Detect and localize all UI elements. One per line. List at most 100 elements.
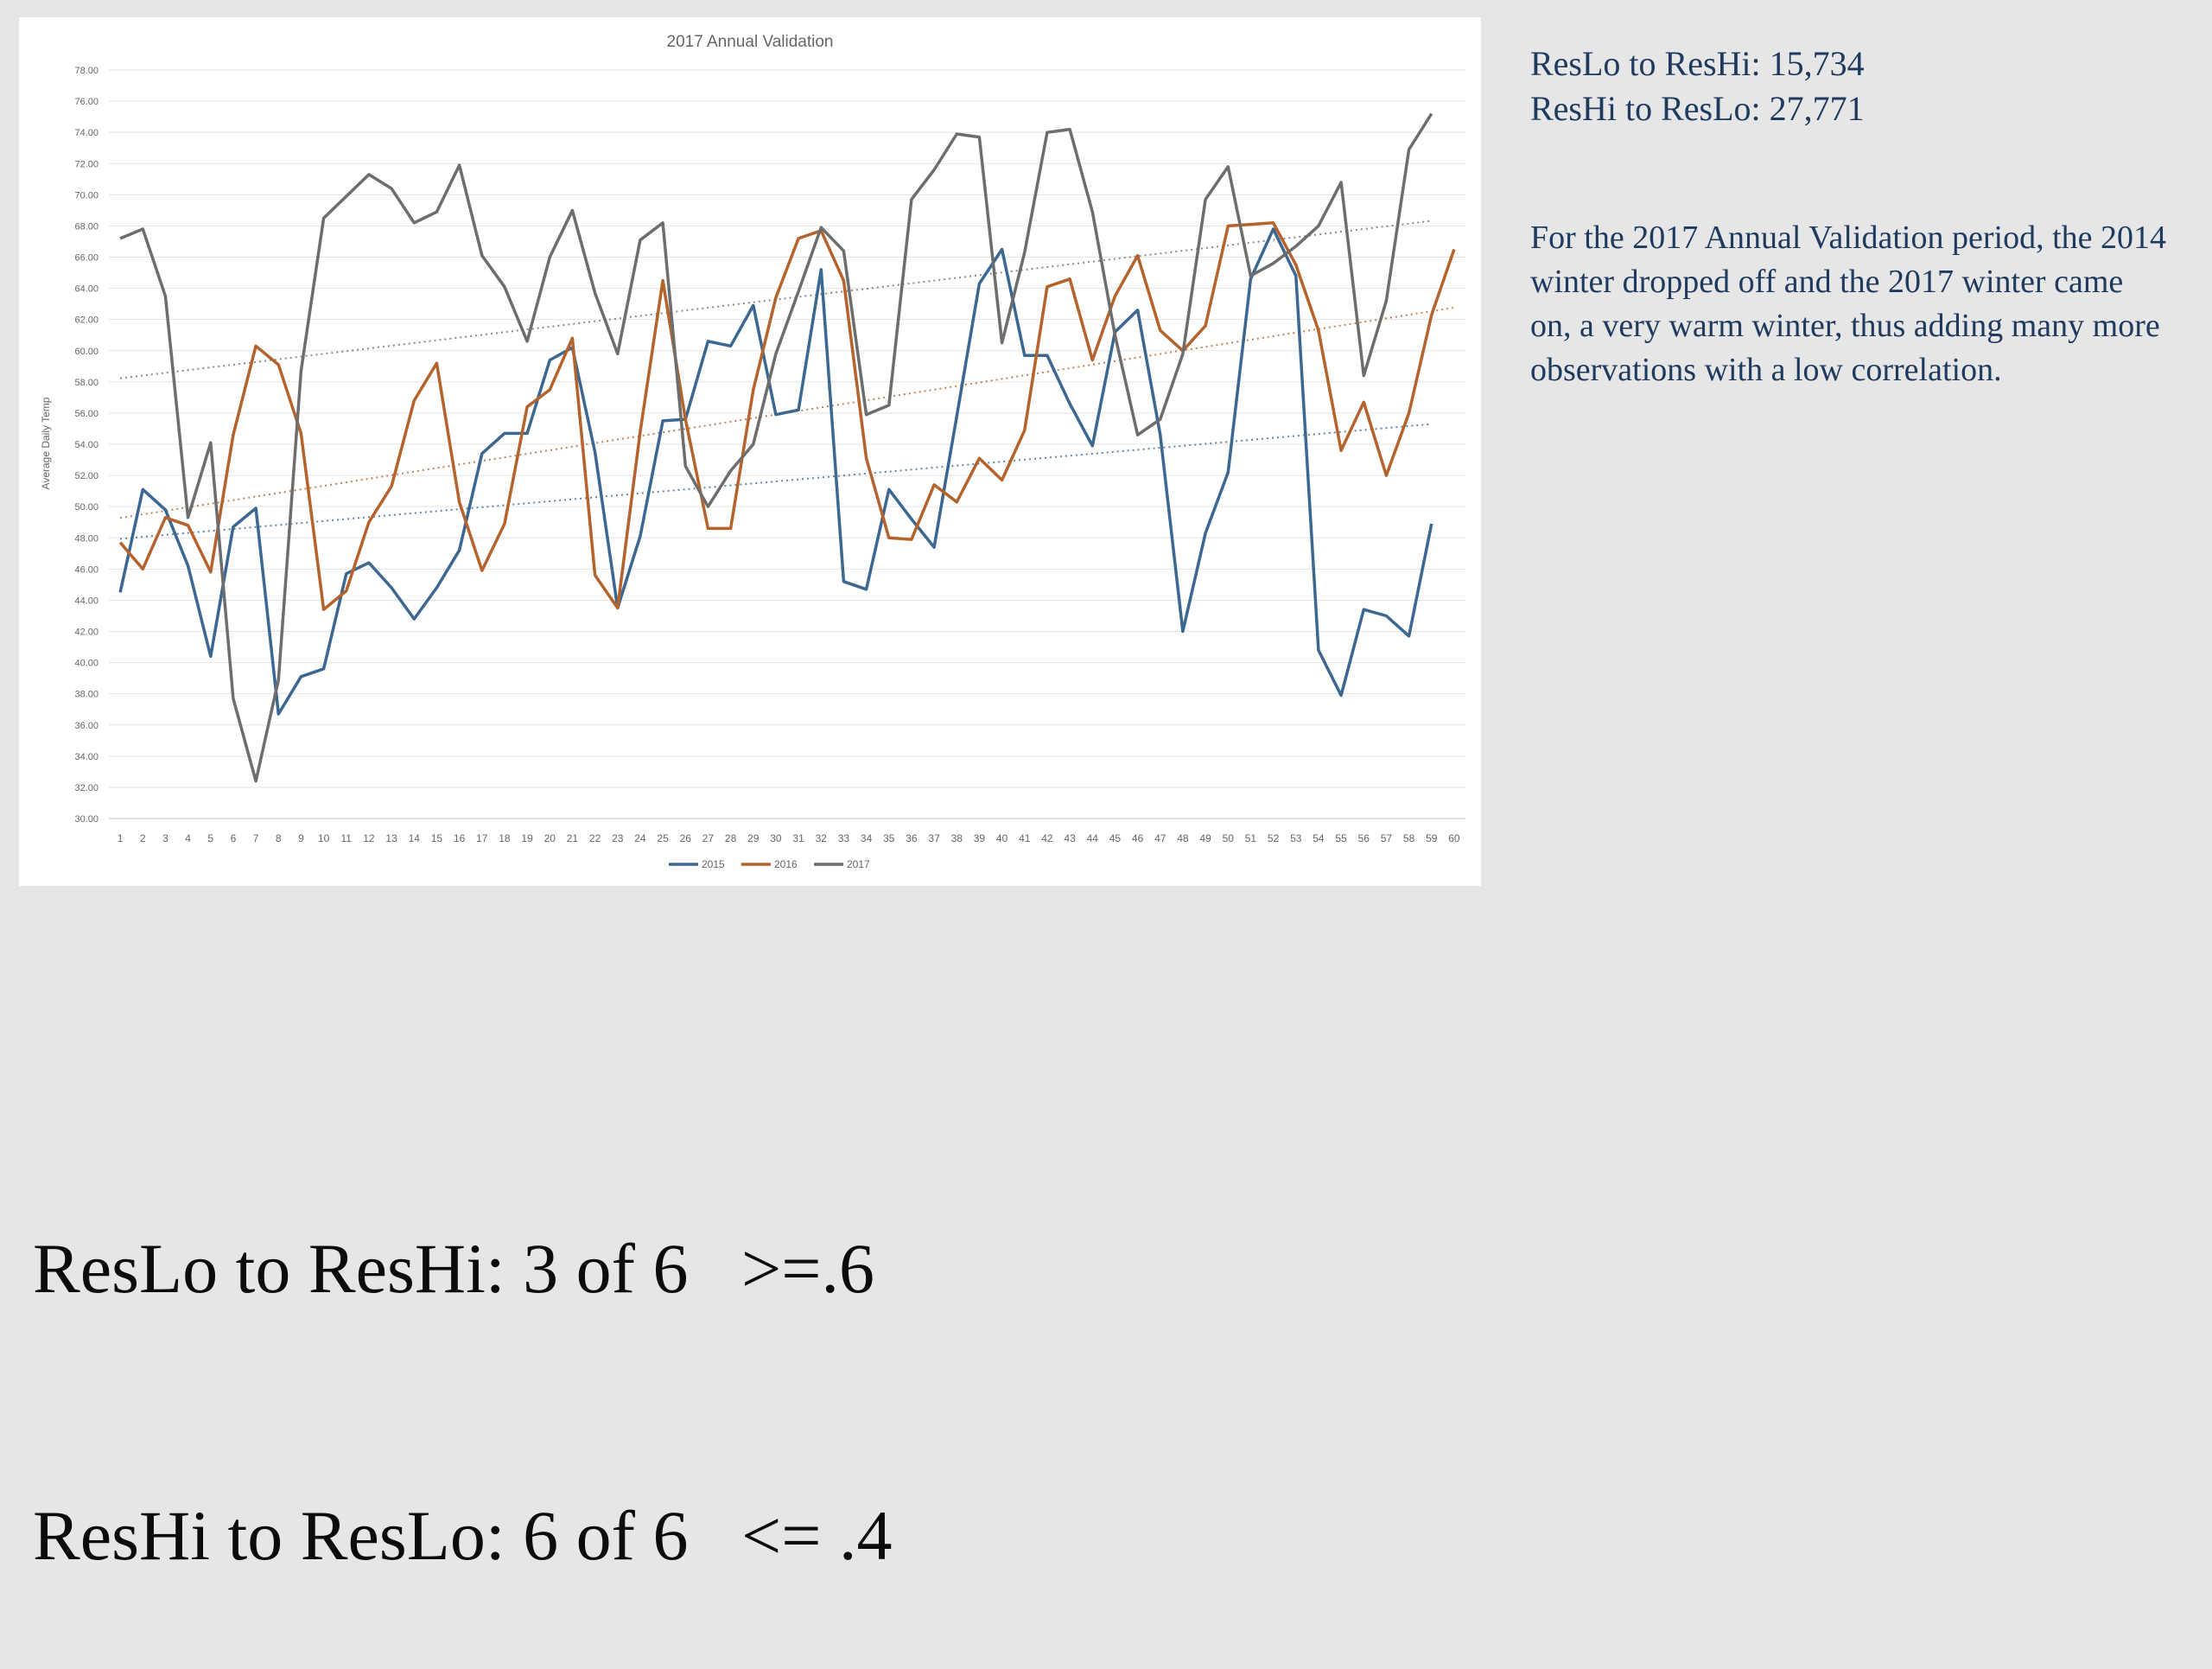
x-tick-label: 40	[996, 832, 1008, 844]
x-tick-label: 5	[207, 832, 213, 844]
x-tick-label: 12	[363, 832, 375, 844]
series-line-2017	[119, 112, 1433, 783]
summary-line-reslo-to-reshi: ResLo to ResHi: 3 of 6 >=.6	[33, 1229, 874, 1308]
y-tick-label: 40.00	[74, 659, 99, 669]
x-tick-label: 48	[1177, 832, 1189, 844]
x-tick-label: 47	[1154, 832, 1166, 844]
x-tick-label: 28	[725, 832, 737, 844]
x-tick-label: 31	[792, 832, 804, 844]
x-tick-label: 36	[906, 832, 918, 844]
x-tick-label: 1	[118, 832, 124, 844]
y-tick-label: 58.00	[74, 378, 99, 388]
x-tick-label: 51	[1245, 832, 1257, 844]
y-tick-label: 50.00	[74, 502, 99, 513]
x-tick-label: 14	[409, 832, 421, 844]
y-tick-label: 54.00	[74, 440, 99, 450]
x-tick-label: 29	[747, 832, 760, 844]
legend-label-2015: 2015	[702, 858, 725, 870]
y-tick-label: 38.00	[74, 690, 99, 700]
x-tick-label: 9	[298, 832, 304, 844]
x-tick-label: 25	[657, 832, 669, 844]
x-tick-label: 8	[276, 832, 282, 844]
x-tick-label: 46	[1132, 832, 1144, 844]
y-tick-labels: 30.00 32.00 34.00 36.00 38.00 40.00 42.00 44.00…	[74, 66, 99, 825]
stat-reslo-to-reshi: ResLo to ResHi: 15,734	[1530, 44, 1865, 83]
y-tick-label: 76.00	[74, 97, 99, 107]
x-tick-label: 18	[499, 832, 511, 844]
y-tick-label: 30.00	[74, 814, 99, 825]
series-lines	[118, 112, 1456, 783]
x-tick-label: 4	[185, 832, 191, 844]
legend-label-2016: 2016	[774, 858, 798, 870]
series-line-2016	[118, 221, 1456, 611]
y-tick-label: 32.00	[74, 783, 99, 793]
y-tick-label: 42.00	[74, 627, 99, 638]
y-tick-label: 46.00	[74, 564, 99, 575]
x-tick-label: 24	[634, 832, 646, 844]
x-tick-label: 19	[521, 832, 533, 844]
x-tick-labels: 1 2 3 4 5 6 7 8 9 10 11 12 13 14 15 16 17 18 19 20 21 22 23 24 2…	[118, 832, 1460, 844]
x-tick-label: 52	[1268, 832, 1280, 844]
x-tick-label: 45	[1109, 832, 1122, 844]
x-tick-label: 17	[476, 832, 488, 844]
x-tick-label: 3	[162, 832, 168, 844]
x-tick-label: 37	[928, 832, 940, 844]
chart-title: 2017 Annual Validation	[667, 33, 834, 51]
x-tick-label: 41	[1019, 832, 1031, 844]
y-tick-label: 74.00	[74, 128, 99, 138]
x-tick-label: 16	[454, 832, 466, 844]
x-tick-label: 49	[1199, 832, 1211, 844]
chart-card: 2017 Annual Validation Average Daily Tem…	[19, 17, 1481, 886]
y-tick-label: 60.00	[74, 347, 99, 357]
summary-line-reshi-to-reslo: ResHi to ResLo: 6 of 6 <= .4	[33, 1496, 893, 1575]
x-tick-label: 54	[1313, 832, 1325, 844]
y-tick-label: 78.00	[74, 66, 99, 76]
line-chart: 2017 Annual Validation Average Daily Tem…	[40, 33, 1465, 870]
y-tick-label: 64.00	[74, 284, 99, 295]
x-tick-label: 7	[253, 832, 259, 844]
x-tick-label: 13	[385, 832, 397, 844]
stat-reshi-to-reslo: ResHi to ResLo: 27,771	[1530, 89, 1865, 128]
x-tick-label: 59	[1426, 832, 1438, 844]
correlation-summary: ResLo to ResHi: 3 of 6 >=.6 ResHi to Res…	[33, 1046, 892, 1669]
x-tick-label: 55	[1335, 832, 1347, 844]
y-tick-label: 34.00	[74, 752, 99, 762]
y-axis-label: Average Daily Temp	[40, 397, 52, 489]
series-line-2015	[118, 227, 1433, 716]
y-tick-label: 52.00	[74, 471, 99, 481]
x-tick-label: 44	[1087, 832, 1099, 844]
x-tick-label: 11	[341, 832, 353, 844]
y-tick-label: 62.00	[74, 315, 99, 326]
y-tick-label: 36.00	[74, 721, 99, 731]
x-tick-label: 38	[951, 832, 963, 844]
x-tick-label: 58	[1403, 832, 1415, 844]
y-tick-label: 56.00	[74, 409, 99, 419]
legend-label-2017: 2017	[847, 858, 870, 870]
x-tick-label: 15	[431, 832, 443, 844]
x-tick-label: 53	[1290, 832, 1302, 844]
x-tick-label: 43	[1064, 832, 1076, 844]
y-tick-label: 44.00	[74, 596, 99, 606]
x-tick-label: 34	[861, 832, 873, 844]
x-tick-label: 56	[1358, 832, 1370, 844]
y-tick-label: 72.00	[74, 159, 99, 169]
x-tick-label: 21	[567, 832, 579, 844]
x-tick-label: 30	[770, 832, 782, 844]
x-tick-label: 35	[883, 832, 895, 844]
x-tick-label: 22	[589, 832, 601, 844]
y-tick-label: 68.00	[74, 221, 99, 232]
y-tick-label: 48.00	[74, 533, 99, 544]
y-tick-label: 66.00	[74, 253, 99, 264]
x-tick-label: 57	[1381, 832, 1393, 844]
x-tick-label: 60	[1448, 832, 1460, 844]
x-tick-label: 6	[231, 832, 237, 844]
x-tick-label: 10	[318, 832, 330, 844]
x-tick-label: 27	[702, 832, 715, 844]
gridlines	[109, 69, 1465, 819]
x-tick-label: 32	[816, 832, 828, 844]
legend: 2015 2016 2017	[669, 858, 870, 870]
x-tick-label: 26	[680, 832, 692, 844]
trendline-2015	[119, 423, 1432, 540]
x-tick-label: 20	[544, 832, 556, 844]
y-tick-label: 70.00	[74, 190, 99, 201]
